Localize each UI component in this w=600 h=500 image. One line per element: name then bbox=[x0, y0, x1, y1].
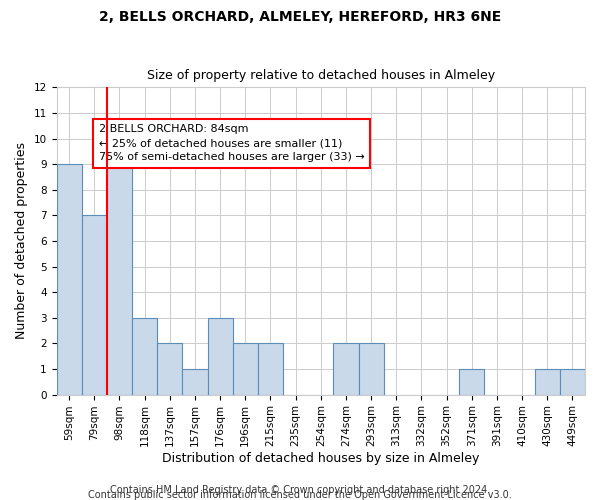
Bar bbox=[157, 344, 182, 394]
Bar bbox=[560, 369, 585, 394]
Y-axis label: Number of detached properties: Number of detached properties bbox=[15, 142, 28, 340]
Bar bbox=[182, 369, 208, 394]
Text: Contains public sector information licensed under the Open Government Licence v3: Contains public sector information licen… bbox=[88, 490, 512, 500]
Text: 2 BELLS ORCHARD: 84sqm
← 25% of detached houses are smaller (11)
75% of semi-det: 2 BELLS ORCHARD: 84sqm ← 25% of detached… bbox=[99, 124, 365, 162]
Bar bbox=[208, 318, 233, 394]
Bar bbox=[56, 164, 82, 394]
X-axis label: Distribution of detached houses by size in Almeley: Distribution of detached houses by size … bbox=[162, 452, 479, 465]
Text: Contains HM Land Registry data © Crown copyright and database right 2024.: Contains HM Land Registry data © Crown c… bbox=[110, 485, 490, 495]
Bar bbox=[233, 344, 258, 394]
Bar bbox=[82, 216, 107, 394]
Bar bbox=[107, 138, 132, 394]
Bar bbox=[535, 369, 560, 394]
Bar bbox=[359, 344, 383, 394]
Text: 2, BELLS ORCHARD, ALMELEY, HEREFORD, HR3 6NE: 2, BELLS ORCHARD, ALMELEY, HEREFORD, HR3… bbox=[99, 10, 501, 24]
Bar bbox=[132, 318, 157, 394]
Bar bbox=[258, 344, 283, 394]
Title: Size of property relative to detached houses in Almeley: Size of property relative to detached ho… bbox=[147, 69, 495, 82]
Bar bbox=[459, 369, 484, 394]
Bar bbox=[334, 344, 359, 394]
